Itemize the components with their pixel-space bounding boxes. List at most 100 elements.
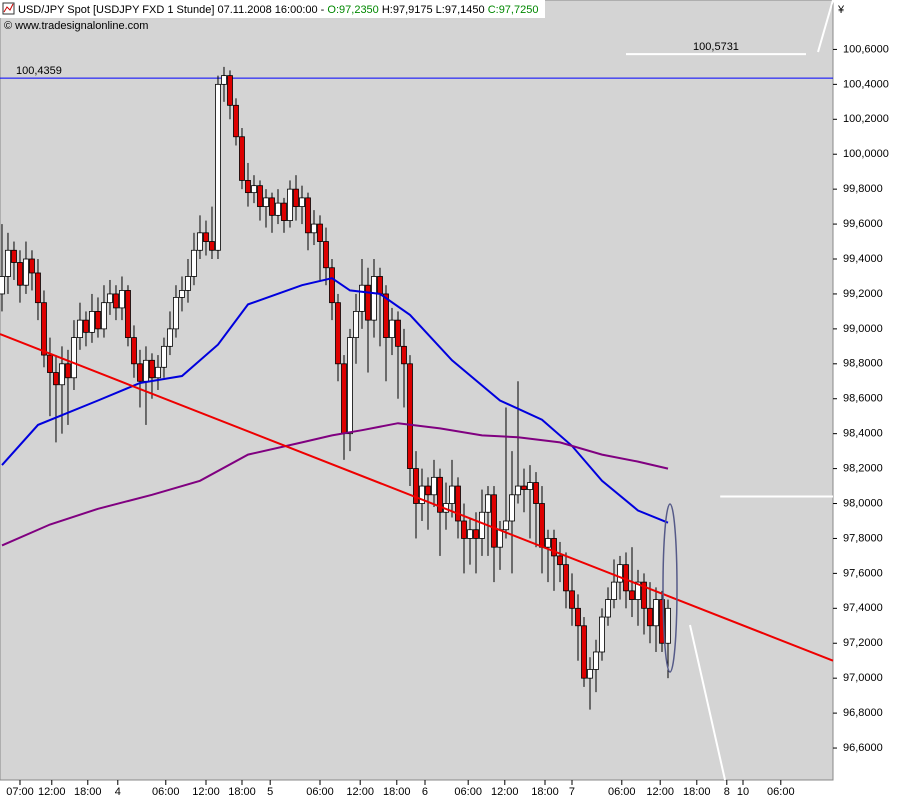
candle-body <box>389 319 395 339</box>
y-tick-label: 98,4000 <box>843 428 883 440</box>
candle-body <box>41 302 47 356</box>
x-tick-label: 5 <box>267 786 273 798</box>
candle-body <box>275 202 281 216</box>
candle-body <box>611 581 617 600</box>
x-tick-label: 07:00 <box>6 786 34 798</box>
candle-body <box>113 293 119 309</box>
candle-body <box>131 337 137 365</box>
candle-body <box>647 607 653 627</box>
candle-body <box>227 75 233 106</box>
x-tick-label: 12:00 <box>192 786 220 798</box>
line-label: 100,5731 <box>693 41 739 53</box>
x-tick-label: 18:00 <box>383 786 411 798</box>
candle-body <box>359 284 365 312</box>
candle-body <box>167 328 173 347</box>
icon <box>3 3 14 13</box>
y-tick-label: 97,4000 <box>843 602 883 614</box>
x-tick-label: 06:00 <box>454 786 482 798</box>
x-tick-label: 18:00 <box>683 786 711 798</box>
candle-body <box>23 258 29 286</box>
candle-body <box>665 607 671 644</box>
candle-body <box>557 555 563 566</box>
candle-body <box>233 104 239 138</box>
candle-body <box>173 297 179 330</box>
x-tick-label: 18:00 <box>531 786 559 798</box>
y-tick-label: 98,8000 <box>843 358 883 370</box>
x-tick-label: 6 <box>422 786 428 798</box>
x-tick-label: 7 <box>569 786 575 798</box>
x-tick-label: 4 <box>115 786 121 798</box>
candle-body <box>563 564 569 592</box>
candle-body <box>239 136 245 181</box>
candle-body <box>581 625 587 679</box>
candle-body <box>377 276 383 295</box>
y-tick-label: 99,4000 <box>843 253 883 265</box>
candle-body <box>53 372 59 386</box>
candle-body <box>461 520 467 539</box>
y-tick-label: 97,0000 <box>843 672 883 684</box>
x-tick-label: 12:00 <box>646 786 674 798</box>
candle-body <box>419 485 425 504</box>
highlight-ellipse <box>662 503 678 673</box>
y-tick-label: 98,2000 <box>843 463 883 475</box>
y-tick-label: 99,6000 <box>843 218 883 230</box>
line-label: 100,4359 <box>16 65 62 77</box>
candle-body <box>221 75 227 85</box>
candle-body <box>59 363 65 386</box>
y-tick-label: 97,2000 <box>843 637 883 649</box>
candle-body <box>617 564 623 583</box>
candle-body <box>545 538 551 548</box>
y-tick-label: 96,8000 <box>843 707 883 719</box>
candle-body <box>521 485 527 490</box>
candle-body <box>95 311 101 330</box>
candle-body <box>83 319 89 333</box>
candle-body <box>179 290 185 298</box>
candle-body <box>209 241 215 251</box>
line-series <box>0 333 834 662</box>
header-close: C:97,7250 <box>488 4 539 16</box>
candle-body <box>353 311 359 339</box>
source: © www.tradesignalonline.com <box>4 20 148 32</box>
candle-body <box>365 284 371 321</box>
candle-body <box>335 302 341 365</box>
candle-body <box>437 476 443 513</box>
candle-body <box>143 359 149 382</box>
candle-body <box>407 363 413 469</box>
x-tick-label: 12:00 <box>491 786 519 798</box>
candle-body <box>509 494 515 522</box>
candle-body <box>533 482 539 504</box>
y-tick-label: 96,6000 <box>843 742 883 754</box>
candle-body <box>29 258 35 274</box>
candle-body <box>575 607 581 627</box>
candle-body <box>539 503 545 548</box>
candle-body <box>449 485 455 504</box>
candle-body <box>107 293 113 304</box>
x-tick-label: 10 <box>737 786 749 798</box>
header-bg <box>0 0 545 18</box>
y-tick-label: 97,8000 <box>843 532 883 544</box>
plot: 100,4359 100,5731 <box>0 41 834 710</box>
candle-body <box>659 599 665 644</box>
candle-body <box>413 468 419 504</box>
candle-body <box>0 276 5 295</box>
y-tick-label: 100,2000 <box>843 113 889 125</box>
y-tick-label: 97,6000 <box>843 567 883 579</box>
candle-body <box>479 511 485 539</box>
candle-body <box>551 538 557 557</box>
currency: ¥ <box>837 4 845 16</box>
candle-body <box>263 197 269 208</box>
candle-body <box>71 337 77 379</box>
y-tick-label: 99,8000 <box>843 183 883 195</box>
candle-body <box>587 669 593 679</box>
candle-body <box>425 485 431 496</box>
candle-body <box>137 363 143 382</box>
header-high-low: H:97,9175 L:97,1450 <box>382 4 485 16</box>
candle-body <box>605 599 611 618</box>
candle-body <box>491 494 497 548</box>
candle-body <box>245 180 251 194</box>
candle-body <box>149 359 155 379</box>
candle-body <box>47 354 53 373</box>
candle-body <box>191 249 197 277</box>
candle-body <box>371 276 377 321</box>
